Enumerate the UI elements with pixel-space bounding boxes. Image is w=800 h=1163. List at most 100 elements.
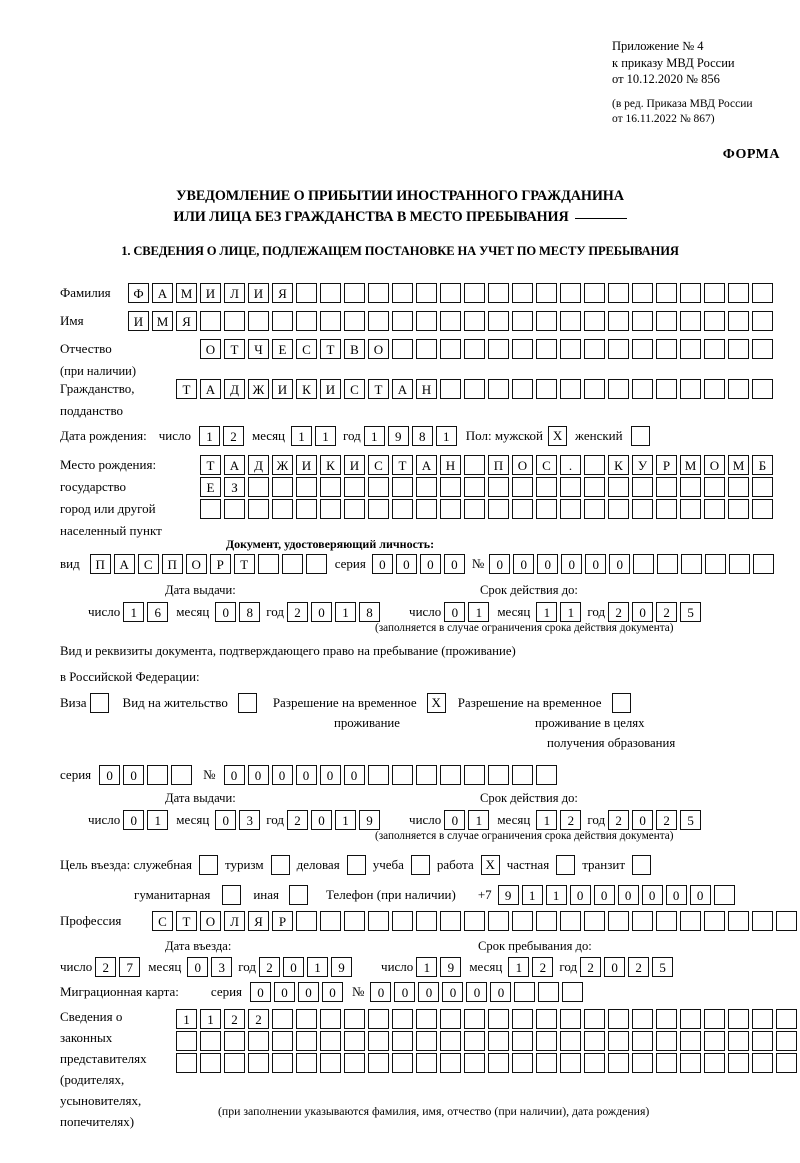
surname-cell-6[interactable]: И — [248, 283, 269, 303]
birthplace-r2-cell-16[interactable] — [560, 477, 581, 497]
doc-issue-year-cell-2[interactable]: 0 — [311, 602, 333, 622]
birth-day-cell-2[interactable]: 2 — [222, 426, 244, 446]
name-cell-17[interactable] — [512, 311, 533, 331]
name-cell-21[interactable] — [608, 311, 629, 331]
document-number-cell-8[interactable] — [657, 554, 679, 574]
migration-series-cell-4[interactable]: 0 — [322, 982, 344, 1002]
surname-cell-24[interactable] — [680, 283, 701, 303]
representatives-r2-cell-16[interactable] — [536, 1031, 557, 1051]
surname-cell-19[interactable] — [560, 283, 581, 303]
name-cell-22[interactable] — [632, 311, 653, 331]
representatives-r2-cell-17[interactable] — [560, 1031, 581, 1051]
surname-cell-3[interactable]: М — [176, 283, 197, 303]
representatives-r3-cell-19[interactable] — [608, 1053, 629, 1073]
doc-issue-month-cell-1[interactable]: 0 — [215, 602, 237, 622]
phone-cell-8[interactable]: 0 — [665, 885, 687, 905]
document-number-cell-12[interactable] — [753, 554, 775, 574]
patronymic-cell-19[interactable] — [632, 339, 653, 359]
birthplace-r1-cell-8[interactable]: С — [368, 455, 389, 475]
representatives-r3-cell-4[interactable] — [248, 1053, 269, 1073]
representatives-r3-cell-15[interactable] — [512, 1053, 533, 1073]
representatives-r1-cell-23[interactable] — [704, 1009, 725, 1029]
birthplace-r3-cell-13[interactable] — [488, 499, 509, 519]
name-cell-20[interactable] — [584, 311, 605, 331]
birthplace-r2-cell-14[interactable] — [512, 477, 533, 497]
birthplace-r3-cell-20[interactable] — [656, 499, 677, 519]
birthplace-r2-cell-5[interactable] — [296, 477, 317, 497]
patronymic-cell-7[interactable]: В — [344, 339, 365, 359]
purpose-checkbox-работа[interactable]: X — [480, 855, 500, 875]
document-kind-cell-6[interactable]: Р — [209, 554, 231, 574]
birthplace-r1-cell-12[interactable] — [464, 455, 485, 475]
birth-day-cell-1[interactable]: 1 — [198, 426, 220, 446]
representatives-r3-cell-25[interactable] — [752, 1053, 773, 1073]
permit-number-cell-7[interactable] — [367, 765, 389, 785]
name-cell-4[interactable] — [200, 311, 221, 331]
patronymic-cell-23[interactable] — [728, 339, 749, 359]
name-cell-23[interactable] — [656, 311, 677, 331]
birthplace-r2-cell-20[interactable] — [656, 477, 677, 497]
representatives-r1-cell-13[interactable] — [464, 1009, 485, 1029]
humanitarian-checkbox[interactable] — [222, 885, 242, 905]
patronymic-cell-3[interactable]: Ч — [248, 339, 269, 359]
migration-number-cell-1[interactable]: 0 — [370, 982, 392, 1002]
birthplace-grid-row-3[interactable] — [200, 499, 776, 519]
patronymic-cell-20[interactable] — [656, 339, 677, 359]
doc-valid-month-cell-2[interactable]: 1 — [560, 602, 582, 622]
permit-valid-year-cell-3[interactable]: 2 — [656, 810, 678, 830]
name-cell-16[interactable] — [488, 311, 509, 331]
birthplace-r1-cell-5[interactable]: И — [296, 455, 317, 475]
birthplace-r3-cell-23[interactable] — [728, 499, 749, 519]
doc-valid-year-cell-2[interactable]: 0 — [632, 602, 654, 622]
representatives-r1-cell-22[interactable] — [680, 1009, 701, 1029]
profession-cell-7[interactable] — [296, 911, 317, 931]
representatives-r3-cell-14[interactable] — [488, 1053, 509, 1073]
birthplace-r3-cell-1[interactable] — [200, 499, 221, 519]
birthplace-r1-cell-23[interactable]: М — [728, 455, 749, 475]
doc-issue-day-cell-2[interactable]: 6 — [147, 602, 169, 622]
citizenship-cell-12[interactable] — [440, 379, 461, 399]
profession-cell-16[interactable] — [512, 911, 533, 931]
birthplace-r1-cell-16[interactable]: . — [560, 455, 581, 475]
birthplace-r1-cell-18[interactable]: К — [608, 455, 629, 475]
representatives-r1-cell-5[interactable] — [272, 1009, 293, 1029]
birthplace-r2-cell-13[interactable] — [488, 477, 509, 497]
document-series-cell-1[interactable]: 0 — [371, 554, 393, 574]
representatives-r3-cell-13[interactable] — [464, 1053, 485, 1073]
migration-series-cell-1[interactable]: 0 — [250, 982, 272, 1002]
birthplace-r3-cell-3[interactable] — [248, 499, 269, 519]
patronymic-cell-11[interactable] — [440, 339, 461, 359]
representatives-r3-cell-23[interactable] — [704, 1053, 725, 1073]
citizenship-cell-16[interactable] — [536, 379, 557, 399]
birthplace-r3-cell-18[interactable] — [608, 499, 629, 519]
birthplace-r2-cell-3[interactable] — [248, 477, 269, 497]
representatives-r2-cell-21[interactable] — [656, 1031, 677, 1051]
profession-cell-4[interactable]: Л — [224, 911, 245, 931]
patronymic-cell-10[interactable] — [416, 339, 437, 359]
migration-number-cell-5[interactable]: 0 — [466, 982, 488, 1002]
birthplace-r2-cell-12[interactable] — [464, 477, 485, 497]
patronymic-cell-12[interactable] — [464, 339, 485, 359]
purpose-checkbox-туризм[interactable] — [270, 855, 290, 875]
migration-series-cell-3[interactable]: 0 — [298, 982, 320, 1002]
birthplace-r1-cell-7[interactable]: И — [344, 455, 365, 475]
birthplace-r2-cell-17[interactable] — [584, 477, 605, 497]
representatives-r3-cell-21[interactable] — [656, 1053, 677, 1073]
birthplace-r3-cell-8[interactable] — [368, 499, 389, 519]
birthplace-r1-cell-9[interactable]: Т — [392, 455, 413, 475]
permit-valid-year-cell-2[interactable]: 0 — [632, 810, 654, 830]
representatives-r2-cell-24[interactable] — [728, 1031, 749, 1051]
profession-cell-5[interactable]: Я — [248, 911, 269, 931]
representatives-r1-cell-26[interactable] — [776, 1009, 797, 1029]
